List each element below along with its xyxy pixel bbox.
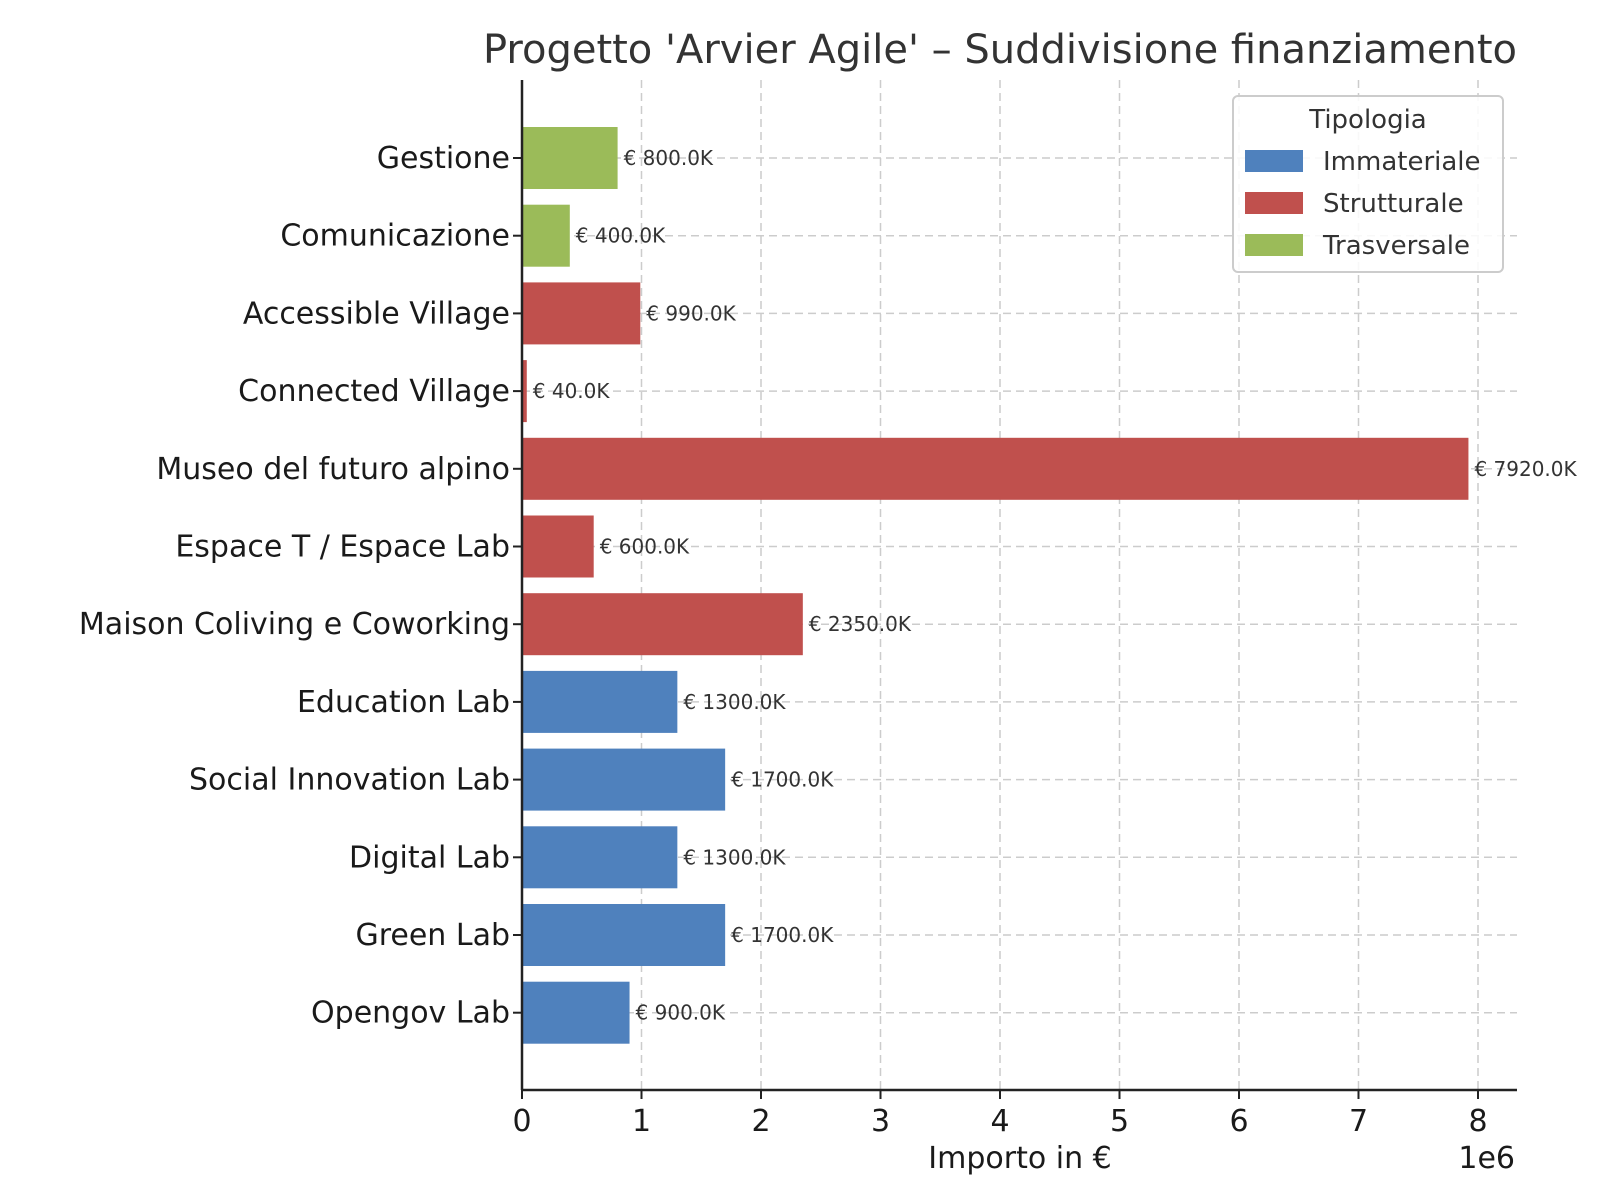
bar bbox=[522, 515, 594, 578]
bar bbox=[522, 593, 803, 656]
data-labels-layer: € 800.0K € 400.0K € 990.0K € 40.0K € 7920.0K… bbox=[533, 146, 1578, 1025]
category-label: Accessible Village bbox=[243, 296, 510, 331]
legend-entries: Immateriale Strutturale Trasversale bbox=[1245, 147, 1481, 261]
legend-swatch bbox=[1245, 150, 1303, 172]
category-label: Green Lab bbox=[355, 918, 510, 953]
bar-value-label: € 2350.0K bbox=[809, 612, 912, 636]
axes-layer bbox=[520, 80, 1517, 1092]
bar-value-label: € 400.0K bbox=[576, 224, 666, 248]
grid-layer bbox=[522, 80, 1517, 1090]
bar-value-label: € 990.0K bbox=[646, 301, 736, 325]
category-label: Opengov Lab bbox=[311, 996, 510, 1031]
bar bbox=[522, 981, 630, 1044]
bar-value-label: € 600.0K bbox=[600, 535, 690, 559]
x-axis-label: Importo in € bbox=[928, 1141, 1111, 1176]
bar-value-label: € 7920.0K bbox=[1474, 457, 1577, 481]
x-ticks-layer: 0 1 2 3 4 5 6 7 8 bbox=[512, 157, 1488, 1139]
bar bbox=[522, 748, 726, 811]
bar bbox=[522, 204, 570, 267]
category-labels-layer: Gestione Comunicazione Accessible Village C… bbox=[79, 141, 510, 1031]
bar-value-label: € 1700.0K bbox=[731, 768, 834, 792]
bar bbox=[522, 437, 1469, 500]
legend-entry-label: Strutturale bbox=[1323, 189, 1464, 219]
chart-title: Progetto 'Arvier Agile' – Suddivisione f… bbox=[483, 27, 1517, 73]
bar bbox=[522, 826, 678, 889]
x-tick-label: 4 bbox=[990, 1104, 1009, 1139]
bar-value-label: € 1300.0K bbox=[683, 690, 786, 714]
bar bbox=[522, 670, 678, 733]
x-tick-label: 5 bbox=[1110, 1104, 1129, 1139]
x-tick-label: 6 bbox=[1229, 1104, 1248, 1139]
x-axis-offset-label: 1e6 bbox=[1458, 1141, 1515, 1176]
legend-entry-label: Trasversale bbox=[1322, 231, 1470, 261]
bar-value-label: € 800.0K bbox=[624, 146, 714, 170]
legend-box bbox=[1232, 95, 1504, 273]
category-label: Espace T / Espace Lab bbox=[175, 530, 510, 565]
bar-value-label: € 40.0K bbox=[533, 379, 611, 403]
bar-value-label: € 1700.0K bbox=[731, 923, 834, 947]
bar bbox=[522, 282, 641, 345]
category-label: Maison Coliving e Coworking bbox=[79, 607, 510, 642]
legend-entry-label: Immateriale bbox=[1323, 147, 1481, 177]
category-label: Social Innovation Lab bbox=[189, 763, 510, 798]
x-tick-label: 3 bbox=[871, 1104, 890, 1139]
x-tick-label: 1 bbox=[632, 1104, 651, 1139]
legend-swatch bbox=[1245, 192, 1303, 214]
legend-title: Tipologia bbox=[1308, 105, 1427, 135]
x-tick-label: 2 bbox=[751, 1104, 770, 1139]
category-label: Connected Village bbox=[238, 374, 510, 409]
bar-value-label: € 900.0K bbox=[636, 1001, 726, 1025]
legend: Tipologia Immateriale Strutturale Trasvers… bbox=[1232, 95, 1504, 273]
x-tick-label: 0 bbox=[512, 1104, 531, 1139]
category-label: Museo del futuro alpino bbox=[156, 452, 510, 487]
bar bbox=[522, 904, 726, 966]
category-label: Digital Lab bbox=[349, 840, 510, 875]
category-label: Education Lab bbox=[297, 685, 510, 720]
x-tick-label: 8 bbox=[1468, 1104, 1487, 1139]
bars-layer bbox=[522, 127, 1469, 1044]
category-label: Comunicazione bbox=[280, 219, 510, 254]
bar bbox=[522, 360, 527, 423]
legend-swatch bbox=[1245, 234, 1303, 256]
category-label: Gestione bbox=[377, 141, 510, 176]
bar-value-label: € 1300.0K bbox=[683, 845, 786, 869]
bar bbox=[522, 127, 618, 189]
x-tick-label: 7 bbox=[1349, 1104, 1368, 1139]
